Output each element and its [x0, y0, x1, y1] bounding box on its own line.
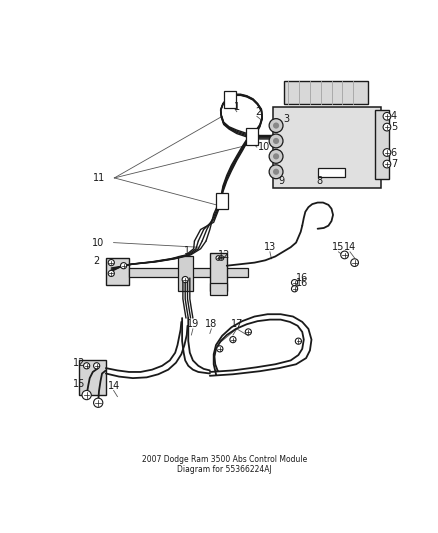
Text: 11: 11 [93, 173, 105, 183]
Circle shape [269, 149, 283, 163]
Bar [224, 91, 236, 108]
Circle shape [383, 112, 391, 120]
Circle shape [219, 256, 224, 260]
Circle shape [94, 363, 100, 369]
Text: 16: 16 [296, 273, 308, 283]
Bar [210, 284, 227, 295]
Circle shape [269, 134, 283, 148]
Circle shape [351, 259, 358, 266]
Bar [177, 256, 193, 291]
Circle shape [230, 336, 236, 343]
Circle shape [84, 363, 90, 369]
Circle shape [383, 149, 391, 156]
Text: 2: 2 [255, 107, 261, 117]
Circle shape [273, 168, 279, 175]
Bar [273, 107, 381, 188]
Text: 7: 7 [391, 159, 397, 169]
Text: 8: 8 [316, 176, 322, 186]
Text: 10: 10 [258, 142, 270, 152]
Bar [210, 253, 227, 291]
Circle shape [108, 260, 114, 265]
Circle shape [245, 329, 251, 335]
Text: 1: 1 [184, 246, 190, 256]
Circle shape [383, 160, 391, 168]
Circle shape [295, 338, 301, 344]
Text: 2: 2 [93, 256, 99, 266]
Circle shape [273, 138, 279, 144]
Bar [129, 268, 248, 277]
Text: 2007 Dodge Ram 3500 Abs Control Module
Diagram for 55366224AJ: 2007 Dodge Ram 3500 Abs Control Module D… [142, 455, 307, 474]
Bar [106, 258, 129, 285]
Bar [284, 81, 368, 104]
Text: 15: 15 [73, 378, 85, 389]
Circle shape [269, 119, 283, 133]
Text: 10: 10 [92, 238, 104, 248]
Circle shape [273, 123, 279, 128]
Circle shape [273, 154, 279, 159]
Text: 15: 15 [332, 242, 345, 252]
Text: 12: 12 [73, 358, 85, 368]
Text: 16: 16 [296, 278, 308, 288]
Text: 19: 19 [187, 319, 199, 329]
Bar [246, 128, 258, 145]
Text: 4: 4 [391, 111, 397, 122]
Text: 13: 13 [264, 242, 276, 252]
Circle shape [217, 346, 223, 352]
Bar [216, 192, 228, 209]
Text: 17: 17 [231, 319, 243, 329]
Circle shape [291, 280, 298, 286]
Bar [318, 168, 345, 177]
Circle shape [120, 263, 127, 269]
Circle shape [383, 123, 391, 131]
Text: 3: 3 [284, 115, 290, 124]
Bar [375, 110, 389, 180]
Circle shape [216, 256, 221, 260]
Circle shape [82, 391, 91, 400]
Text: 5: 5 [391, 122, 397, 132]
Text: 12: 12 [218, 250, 230, 260]
Text: 14: 14 [107, 381, 120, 391]
Circle shape [291, 286, 298, 292]
Circle shape [182, 277, 188, 282]
Bar [79, 360, 106, 395]
Text: 6: 6 [391, 148, 397, 158]
Circle shape [94, 398, 103, 407]
Circle shape [341, 251, 349, 259]
Text: 18: 18 [205, 319, 218, 329]
Text: 1: 1 [234, 102, 240, 112]
Text: 14: 14 [344, 242, 356, 252]
Circle shape [269, 165, 283, 179]
Circle shape [108, 270, 114, 277]
Text: 9: 9 [279, 176, 285, 186]
